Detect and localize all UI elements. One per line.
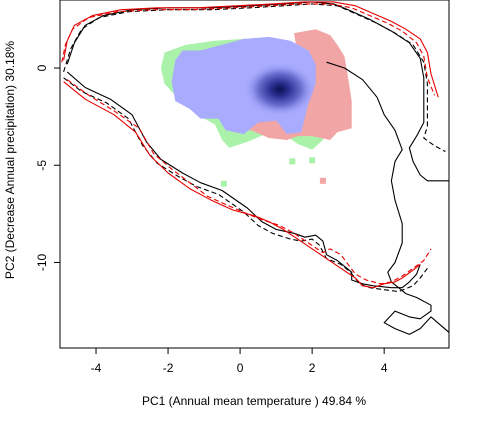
niche-green-speck [220, 180, 227, 187]
x-tick-label: 0 [237, 361, 244, 375]
axes: -4 -2 0 2 4 0 -5 -10 [35, 64, 388, 375]
y-axis-title: PC2 (Decrease Annual precipitation) 30.1… [3, 41, 17, 279]
niche-green-speck [289, 158, 296, 165]
y-tick-label: 0 [35, 64, 49, 71]
niche-green-speck [309, 157, 316, 164]
x-tick-label: 4 [381, 361, 388, 375]
envelope-line-2 [63, 3, 446, 153]
y-tick-label: -5 [35, 160, 49, 171]
plot-frame [59, 0, 450, 349]
x-axis-title: PC1 (Annual mean temperature ) 49.84 % [142, 394, 366, 408]
envelope-line-5 [66, 71, 421, 289]
niche-red-speck [319, 177, 326, 184]
y-tick-label: -10 [35, 253, 49, 271]
x-tick-label: -2 [163, 361, 174, 375]
density-peak [243, 62, 316, 117]
envelope-line-3 [63, 1, 439, 98]
x-tick-label: -4 [91, 361, 102, 375]
x-tick-label: 2 [309, 361, 316, 375]
envelope-line-7 [63, 81, 421, 289]
envelope-line-4 [61, 3, 436, 96]
plot-area [61, 1, 449, 335]
envelope-line-8 [66, 79, 432, 285]
